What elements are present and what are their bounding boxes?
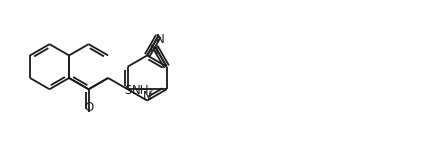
Text: N: N: [143, 90, 152, 103]
Text: S: S: [124, 84, 131, 97]
Text: N: N: [156, 33, 165, 46]
Text: O: O: [84, 101, 93, 114]
Text: N: N: [150, 44, 159, 57]
Text: NH₂: NH₂: [132, 84, 154, 97]
